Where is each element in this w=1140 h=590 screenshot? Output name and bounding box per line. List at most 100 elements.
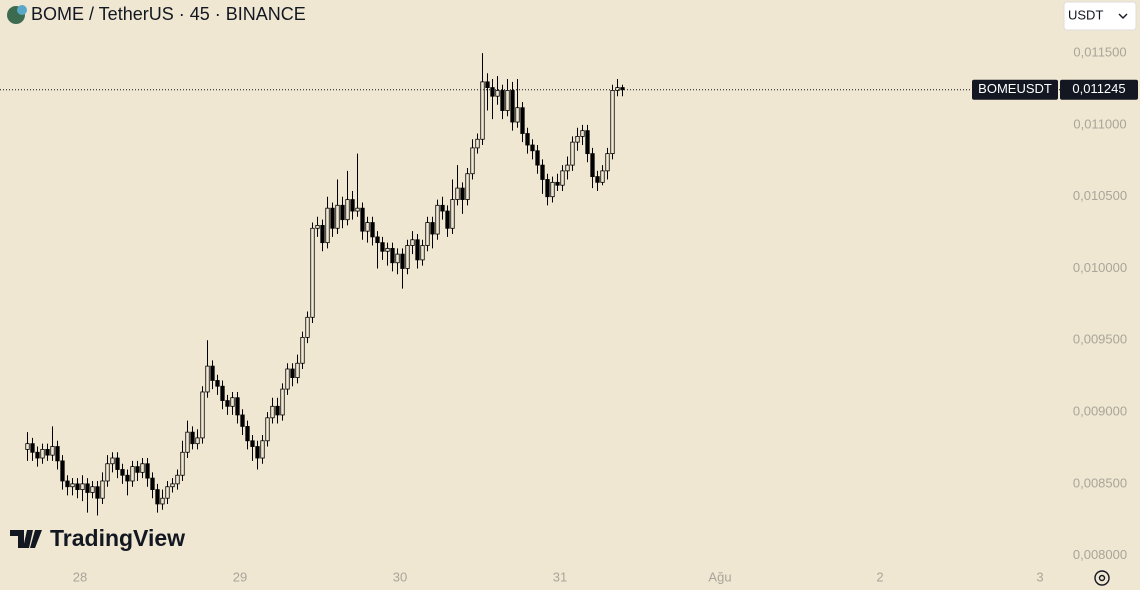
candle-body (330, 207, 335, 229)
candle-body (500, 90, 505, 111)
dropdown-arrow (1118, 13, 1128, 19)
candle-body (510, 90, 515, 123)
candle-body (45, 448, 50, 456)
candle-body (325, 207, 330, 244)
candle-body (380, 242, 385, 252)
candle-body (295, 362, 300, 379)
settings-icon-center (1098, 574, 1106, 582)
price-tag-label: 0,011245 (1072, 81, 1125, 96)
plot-area (25, 53, 625, 516)
symbol-tag (972, 79, 1058, 100)
candle-body (190, 431, 195, 445)
candle-body (530, 144, 535, 152)
candle-body (620, 87, 625, 91)
candle-body (130, 466, 135, 482)
candle-body (165, 486, 170, 499)
x-tick-label: 31 (553, 569, 567, 584)
candle-body (275, 405, 280, 416)
candle-body (375, 236, 380, 244)
candle-body (220, 385, 225, 401)
candle-body (440, 204, 445, 212)
candle-body (435, 204, 440, 235)
candle-body (110, 457, 115, 465)
candle-body (540, 164, 545, 180)
candle-body (160, 497, 165, 505)
candle-body (205, 365, 210, 393)
candle-body (460, 187, 465, 200)
candle-body (120, 469, 125, 476)
candle-body (415, 239, 420, 261)
candle-body (555, 181, 560, 186)
candle-body (420, 245, 425, 261)
candle-body (100, 480, 105, 499)
x-tick-label: Ağu (708, 569, 731, 584)
candle-body (575, 135, 580, 143)
candle-body (585, 130, 590, 155)
candle-body (400, 253, 405, 269)
candle-body (90, 486, 95, 493)
settings-button[interactable] (1094, 570, 1110, 586)
candle-body (175, 474, 180, 485)
candle-body (315, 225, 320, 229)
candle-body (495, 90, 500, 97)
candle-body (230, 397, 235, 407)
exchange-logo (17, 5, 27, 15)
y-tick-label: 0,010500 (1073, 188, 1127, 203)
candle-body (545, 179, 550, 198)
candle-body (135, 466, 140, 473)
candle-body (395, 253, 400, 264)
candle-body (115, 457, 120, 470)
chart-title: BOME / TetherUS · 45 · BINANCE (31, 4, 306, 24)
candle-body (605, 153, 610, 172)
candle-body (95, 486, 100, 499)
candle-body (485, 81, 490, 88)
candle-body (285, 368, 290, 390)
candle-body (520, 107, 525, 134)
candle-body (560, 170, 565, 186)
x-tick-label: 29 (233, 569, 247, 584)
symbol-tag-label: BOMEUSDT (978, 81, 1052, 96)
candle-body (600, 170, 605, 183)
candle-body (595, 176, 600, 183)
candle-body (365, 222, 370, 232)
candle-body (140, 463, 145, 473)
candle-body (240, 414, 245, 427)
currency-label: USDT (1068, 7, 1103, 22)
candle-body (40, 448, 45, 459)
candle-body (65, 480, 70, 488)
candle-body (515, 107, 520, 123)
candle-body (355, 207, 360, 212)
candle-body (455, 187, 460, 200)
x-tick-label: 2 (876, 569, 883, 584)
candle-body (235, 397, 240, 416)
watermark: TradingView (10, 525, 185, 551)
candle-body (590, 153, 595, 177)
candle-body (85, 483, 90, 493)
candle-body (535, 150, 540, 166)
y-tick-label: 0,011500 (1073, 45, 1126, 60)
candle-body (195, 437, 200, 445)
candle-body (25, 443, 30, 450)
candle-body (310, 227, 315, 318)
y-tick-label: 0,009000 (1073, 404, 1127, 419)
y-tick-label: 0,008000 (1073, 547, 1127, 562)
candle-body (320, 225, 325, 244)
candle-body (280, 388, 285, 416)
candle-body (265, 417, 270, 442)
candle-body (480, 81, 485, 140)
currency-select[interactable] (1063, 1, 1137, 31)
candle-body (580, 130, 585, 137)
candle-body (305, 316, 310, 338)
x-tick-label: 28 (73, 569, 87, 584)
candle-body (185, 431, 190, 453)
candle-body (250, 440, 255, 447)
candle-body (490, 87, 495, 97)
candle-body (505, 90, 510, 111)
candle-body (50, 446, 55, 456)
candle-body (290, 368, 295, 379)
x-tick-label: 3 (1036, 569, 1043, 584)
candle-body (425, 222, 430, 246)
candle-body (60, 460, 65, 482)
